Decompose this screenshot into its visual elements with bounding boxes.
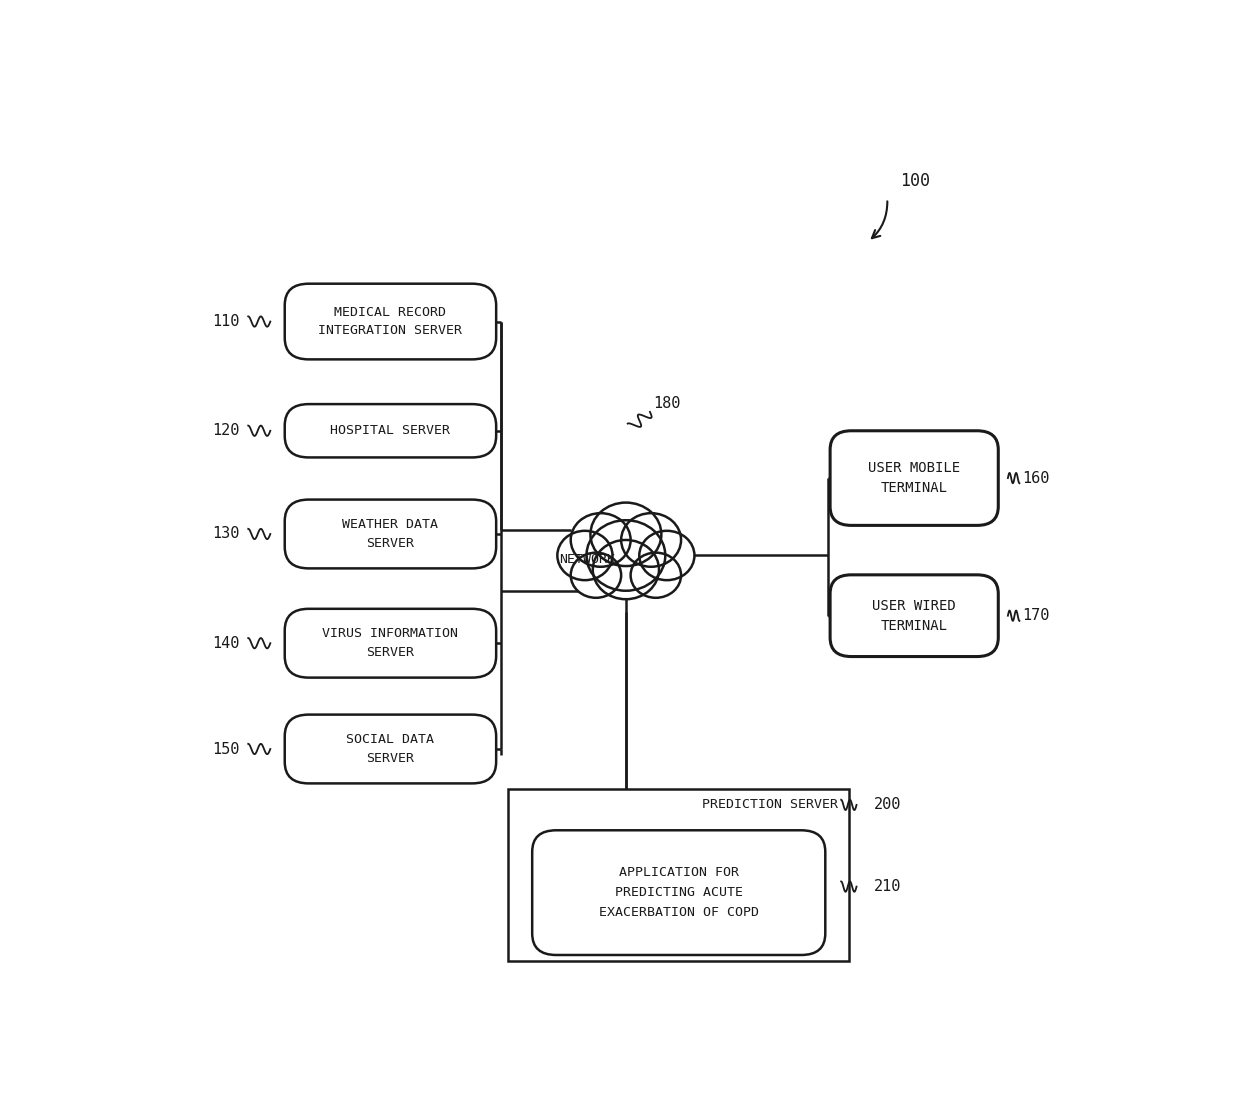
- Text: SOCIAL DATA
SERVER: SOCIAL DATA SERVER: [346, 733, 434, 765]
- FancyBboxPatch shape: [532, 830, 826, 955]
- Text: USER MOBILE
TERMINAL: USER MOBILE TERMINAL: [868, 461, 960, 495]
- Text: 170: 170: [1022, 608, 1050, 623]
- Text: 160: 160: [1022, 470, 1050, 486]
- Text: 120: 120: [213, 423, 241, 438]
- Text: 100: 100: [900, 172, 930, 190]
- Circle shape: [590, 503, 661, 566]
- FancyBboxPatch shape: [285, 609, 496, 678]
- Circle shape: [593, 540, 658, 599]
- Text: APPLICATION FOR
PREDICTING ACUTE
EXACERBATION OF COPD: APPLICATION FOR PREDICTING ACUTE EXACERB…: [599, 866, 759, 919]
- FancyBboxPatch shape: [285, 284, 496, 360]
- FancyBboxPatch shape: [508, 790, 849, 962]
- Text: 150: 150: [213, 742, 241, 756]
- FancyBboxPatch shape: [285, 499, 496, 569]
- FancyBboxPatch shape: [285, 404, 496, 458]
- Text: WEATHER DATA
SERVER: WEATHER DATA SERVER: [342, 518, 439, 550]
- Text: USER WIRED
TERMINAL: USER WIRED TERMINAL: [872, 599, 956, 632]
- Circle shape: [570, 553, 621, 598]
- Text: 200: 200: [874, 798, 901, 812]
- Text: 130: 130: [213, 526, 241, 542]
- Circle shape: [587, 521, 666, 591]
- Text: VIRUS INFORMATION
SERVER: VIRUS INFORMATION SERVER: [322, 628, 459, 659]
- FancyBboxPatch shape: [830, 431, 998, 525]
- Text: NETWORK: NETWORK: [559, 553, 615, 566]
- Text: HOSPITAL SERVER: HOSPITAL SERVER: [330, 424, 450, 437]
- Circle shape: [557, 531, 613, 580]
- Circle shape: [640, 531, 694, 580]
- Text: 110: 110: [213, 314, 241, 330]
- Circle shape: [631, 553, 681, 598]
- FancyBboxPatch shape: [285, 715, 496, 783]
- Text: MEDICAL RECORD
INTEGRATION SERVER: MEDICAL RECORD INTEGRATION SERVER: [319, 306, 463, 337]
- FancyBboxPatch shape: [830, 575, 998, 657]
- Circle shape: [570, 513, 631, 566]
- Text: 210: 210: [874, 879, 901, 894]
- Text: PREDICTION SERVER: PREDICTION SERVER: [702, 799, 838, 811]
- Text: 180: 180: [652, 395, 681, 411]
- Text: 140: 140: [213, 636, 241, 651]
- Circle shape: [621, 513, 681, 566]
